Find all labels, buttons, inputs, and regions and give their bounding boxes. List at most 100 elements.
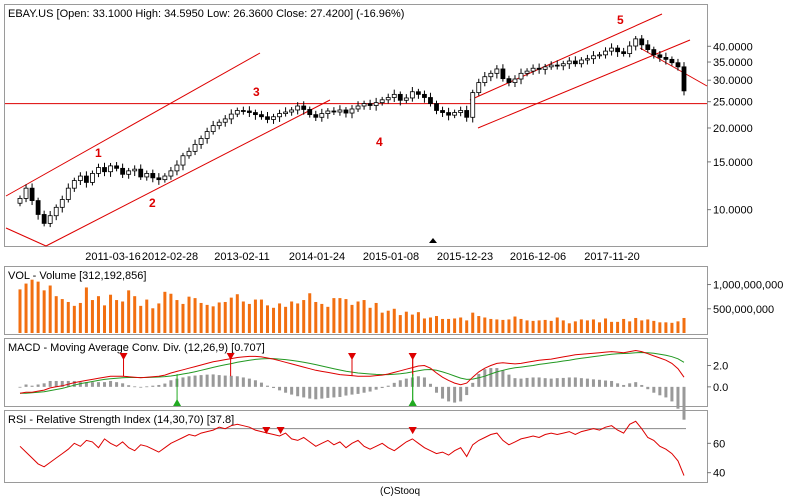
macd-histogram-bar: [199, 375, 203, 387]
candle-body: [319, 113, 325, 118]
candle-body: [530, 67, 536, 72]
volume-bar: [157, 303, 161, 333]
y-tick-label: 10.0000: [713, 205, 753, 217]
macd-histogram-bar: [634, 382, 638, 387]
candle-body: [349, 108, 355, 114]
macd-panel-title: MACD - Moving Average Conv. Div. (12,26,…: [8, 342, 265, 354]
macd-histogram-bar: [145, 386, 149, 388]
candle-body: [277, 113, 282, 118]
macd-histogram-bar: [428, 383, 432, 387]
volume-bar: [531, 320, 535, 333]
macd-histogram-bar: [187, 376, 191, 387]
x-tick-label: 2014-01-24: [289, 251, 345, 263]
rsi-sell-marker: [276, 427, 285, 434]
volume-bar: [561, 320, 565, 333]
volume-bar: [284, 306, 288, 333]
volume-bar: [296, 303, 300, 333]
volume-bar: [628, 321, 632, 333]
candle-body: [17, 198, 23, 204]
candle-body: [554, 64, 560, 67]
candle-body: [464, 110, 470, 118]
candle-body: [337, 109, 343, 113]
macd-histogram-bar: [84, 382, 88, 387]
volume-bar: [585, 320, 589, 333]
macd-histogram-bar: [658, 386, 662, 396]
candle-body: [228, 113, 234, 120]
macd-histogram-bar: [555, 378, 559, 387]
macd-histogram-bar: [640, 384, 644, 387]
candle-body: [114, 165, 119, 169]
volume-bar: [18, 289, 22, 333]
volume-bar: [483, 317, 487, 333]
volume-bar: [308, 293, 312, 333]
macd-histogram-bar: [459, 386, 463, 402]
candle-body: [542, 66, 548, 70]
candle-body: [524, 70, 530, 74]
candle-body: [271, 116, 276, 120]
macd-histogram-bar: [398, 380, 402, 387]
candle-body: [572, 60, 578, 65]
candle-body: [313, 114, 319, 118]
candle-body: [385, 97, 391, 101]
rsi-panel-title: RSI - Relative Strength Index (14,30,70)…: [8, 414, 234, 426]
volume-bar: [368, 307, 372, 333]
macd-histogram-bar: [18, 386, 22, 388]
candle-body: [325, 110, 331, 114]
macd-histogram-bar: [579, 378, 583, 387]
volume-bar: [447, 318, 451, 333]
candle-body: [120, 167, 126, 175]
volume-bar: [290, 301, 294, 333]
volume-bar: [127, 290, 131, 333]
candle-body: [458, 110, 464, 113]
candle-body: [597, 54, 602, 57]
volume-bar: [435, 316, 439, 333]
candle-body: [518, 72, 524, 80]
volume-bar: [217, 302, 221, 333]
macd-histogram-bar: [507, 374, 511, 387]
candle-body: [476, 82, 482, 94]
candle-body: [373, 102, 379, 106]
candle-body: [609, 47, 614, 52]
macd-histogram-bar: [483, 369, 487, 387]
macd-histogram-bar: [616, 383, 620, 387]
candle-body: [639, 38, 645, 46]
macd-histogram-bar: [169, 380, 173, 387]
candle-body: [96, 167, 101, 174]
volume-bar: [634, 317, 638, 333]
volume-bar: [670, 322, 674, 333]
wave-label-1: 1: [95, 146, 102, 160]
candle-body: [403, 97, 409, 101]
macd-histogram-bar: [157, 384, 161, 387]
macd-histogram-bar: [513, 378, 517, 387]
y-tick-label: 25.0000: [713, 97, 753, 109]
candle-body: [156, 177, 162, 181]
candle-body: [585, 58, 590, 61]
macd-histogram-bar: [30, 385, 34, 387]
macd-histogram-bar: [320, 386, 324, 399]
macd-histogram-bar: [36, 384, 40, 387]
volume-bar: [72, 305, 76, 333]
volume-bar: [410, 314, 414, 333]
price-panel-title: EBAY.US [Open: 33.1000 High: 34.5950 Low…: [8, 8, 404, 20]
macd-histogram-bar: [567, 377, 571, 387]
candle-body: [210, 125, 216, 132]
volume-bar: [507, 319, 511, 333]
macd-histogram-bar: [290, 386, 294, 395]
candle-body: [391, 93, 397, 98]
macd-histogram-bar: [72, 380, 76, 387]
volume-bar: [519, 318, 523, 333]
volume-bar: [241, 301, 245, 333]
candle-body: [234, 110, 240, 115]
macd-histogram-bar: [670, 386, 674, 402]
price-axis: 10.0000 15.0000 20.0000 25.0000 30.0000 35.00…: [5, 41, 753, 217]
volume-bar: [652, 320, 656, 333]
candle-body: [482, 76, 488, 83]
candle-body: [645, 44, 651, 50]
candle-body: [675, 62, 681, 68]
volume-bar: [537, 320, 541, 333]
candle-body: [186, 150, 192, 157]
macd-histogram-bar: [604, 380, 608, 387]
volume-bar: [265, 305, 269, 333]
volume-bar: [549, 320, 553, 333]
candle-body: [415, 91, 421, 95]
